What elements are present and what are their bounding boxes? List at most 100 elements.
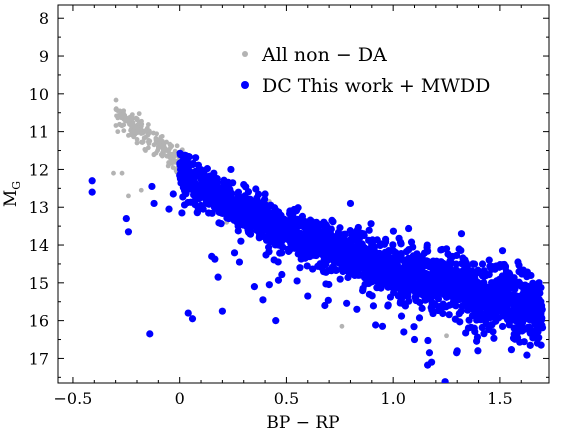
grey-data-point [166,161,172,167]
blue-data-point [427,291,435,299]
blue-data-point [267,201,275,209]
grey-data-point [139,118,144,124]
blue-data-point [124,228,133,236]
blue-data-point [197,174,205,182]
blue-data-point [404,254,413,262]
blue-data-point [410,335,419,344]
blue-data-point [208,209,216,217]
blue-data-point [191,191,199,199]
y-tick-label: 12 [29,160,49,179]
blue-data-point [470,299,478,307]
x-tick-label: 0.5 [274,389,299,408]
blue-data-point [299,236,307,244]
blue-data-point [376,241,384,250]
x-tick-label: 1.5 [487,389,512,408]
blue-data-point [441,378,449,383]
blue-data-point [437,258,445,266]
blue-data-point [208,252,216,260]
blue-data-point [196,167,204,175]
blue-data-point [533,285,541,293]
grey-data-point [339,323,345,329]
blue-data-point [368,236,377,244]
blue-data-point [526,341,534,349]
blue-data-point [211,203,219,211]
blue-data-point [303,262,311,270]
blue-data-point [429,309,437,318]
blue-data-point [299,230,307,238]
blue-data-point [290,234,298,242]
blue-data-point [252,185,260,193]
blue-data-point [507,346,516,354]
blue-data-point [300,217,309,225]
blue-data-point [538,321,546,329]
blue-data-point [379,256,387,264]
grey-data-point [117,122,123,128]
grey-data-point [115,108,121,114]
blue-data-point [265,229,274,237]
blue-data-point [343,299,351,307]
grey-data-point [136,111,142,117]
blue-data-point [205,198,214,206]
grey-data-point [134,140,140,146]
blue-data-point [269,213,277,221]
blue-data-point [329,218,337,226]
blue-data-point [261,190,269,198]
blue-data-point [510,324,518,332]
grey-data-point [169,143,174,149]
blue-data-point [341,230,349,238]
blue-data-point [365,226,373,234]
blue-data-point [469,292,477,300]
blue-data-point [414,271,423,279]
blue-data-point [182,157,190,165]
blue-data-point [515,261,523,269]
blue-data-point [361,270,369,278]
blue-data-point [184,180,192,188]
grey-data-point [126,193,131,199]
blue-data-point [430,267,438,276]
blue-data-point [261,195,269,203]
blue-data-point [445,311,453,319]
blue-data-point [296,242,304,250]
grey-data-point [133,115,139,121]
blue-data-point [480,301,488,310]
blue-data-point [415,314,424,322]
blue-data-point [329,238,337,246]
blue-data-point [324,296,332,304]
legend-label-blue: DC This work + MWDD [262,75,490,97]
blue-data-point [407,238,416,246]
y-tick-label: 10 [29,85,49,104]
blue-data-point [346,199,355,208]
blue-data-point [478,260,487,268]
blue-data-point [343,244,351,252]
blue-data-point [312,220,320,228]
grey-data-point [154,131,160,137]
grey-data-point [142,146,148,152]
blue-data-point [399,266,408,274]
blue-data-point [369,302,378,310]
y-ticks: 8 9 10 11 12 13 14 15 16 17 [29,9,549,378]
blue-data-point [404,292,412,301]
blue-data-point [500,286,508,294]
blue-data-point [400,328,408,336]
blue-data-point [325,280,333,289]
grey-data-point [138,123,144,129]
blue-data-point [418,252,426,261]
blue-data-point [150,199,158,208]
blue-data-point [297,251,305,259]
blue-data-point [191,173,199,181]
y-tick-label: 11 [29,123,49,142]
blue-data-point [422,275,430,283]
blue-data-point [485,325,493,334]
grey-data-point [153,137,159,143]
blue-data-point [234,188,243,196]
blue-data-point [359,230,367,238]
y-axis-label: MG [1,181,23,207]
blue-data-point [176,149,184,157]
blue-data-point [229,179,237,187]
blue-data-point [384,302,392,310]
blue-data-point [427,358,436,366]
blue-data-point [437,246,445,254]
blue-data-point [227,165,235,174]
blue-data-point [423,283,431,291]
blue-data-point [483,285,491,293]
